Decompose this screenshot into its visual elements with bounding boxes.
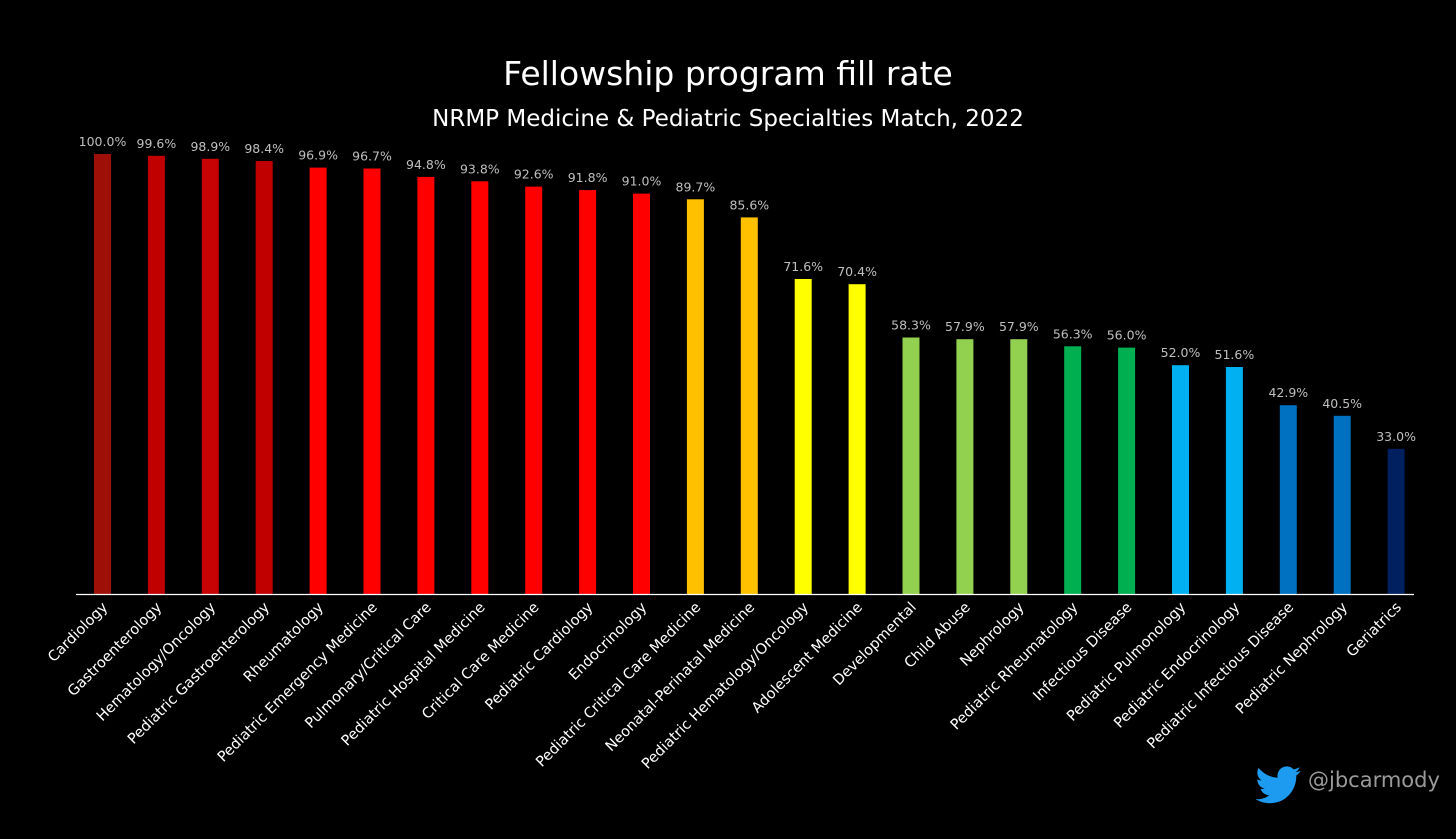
value-label-pediatric-gastroenterology: 98.4% [244, 141, 284, 156]
bar-rheumatology [309, 167, 327, 594]
value-label-pediatric-hematology-oncology: 71.6% [783, 259, 823, 274]
bar-pediatric-hospital-medicine [471, 181, 489, 595]
value-label-developmental: 58.3% [891, 318, 931, 333]
bar-pediatric-infectious-disease [1279, 405, 1297, 594]
value-label-pediatric-emergency-medicine: 96.7% [352, 149, 392, 164]
category-label-pediatric-nephrology: Pediatric Nephrology [1233, 599, 1351, 717]
bar-pediatric-rheumatology [1064, 346, 1082, 594]
chart-subtitle: NRMP Medicine & Pediatric Specialties Ma… [432, 106, 1024, 132]
bar-pediatric-pulmonology [1172, 365, 1189, 594]
bar-developmental [902, 337, 920, 594]
twitter-bird-icon [1255, 766, 1301, 804]
category-label-pediatric-cardiology: Pediatric Cardiology [483, 599, 597, 713]
value-label-geriatrics: 33.0% [1376, 429, 1416, 444]
value-label-pediatric-rheumatology: 56.3% [1053, 326, 1093, 341]
value-label-pediatric-cardiology: 91.8% [568, 170, 608, 185]
bar-pediatric-endocrinology [1225, 367, 1243, 594]
bar-pediatric-cardiology [579, 190, 597, 594]
value-label-pediatric-infectious-disease: 42.9% [1268, 385, 1308, 400]
value-label-child-abuse: 57.9% [945, 319, 985, 334]
value-label-endocrinology: 91.0% [622, 174, 662, 189]
bar-gastroenterology [147, 155, 165, 595]
value-label-infectious-disease: 56.0% [1107, 328, 1147, 343]
value-label-gastroenterology: 99.6% [137, 136, 177, 151]
bar-endocrinology [633, 193, 650, 594]
bar-pediatric-critical-care-medicine [686, 199, 704, 595]
value-label-cardiology: 100.0% [79, 134, 127, 149]
bar-pediatric-nephrology [1333, 415, 1351, 594]
category-label-geriatrics: Geriatrics [1344, 600, 1405, 661]
bar-geriatrics [1387, 448, 1405, 594]
bar-neonatal-perinatal-medicine [740, 217, 758, 594]
value-label-rheumatology: 96.9% [298, 148, 338, 163]
bar-pediatric-gastroenterology [255, 161, 273, 594]
bar-adolescent-medicine [848, 284, 866, 594]
bar-child-abuse [956, 339, 974, 594]
value-label-pediatric-pulmonology: 52.0% [1161, 345, 1201, 360]
category-label-gastroenterology: Gastroenterology [65, 599, 166, 700]
value-label-critical-care-medicine: 92.6% [514, 167, 554, 182]
bar-pulmonary-critical-care [417, 176, 435, 594]
value-label-neonatal-perinatal-medicine: 85.6% [729, 197, 769, 212]
value-label-pulmonary-critical-care: 94.8% [406, 157, 446, 172]
bar-cardiology [94, 154, 111, 594]
watermark: @jbcarmody [1255, 766, 1440, 804]
bars-group [94, 154, 1405, 595]
value-label-pediatric-critical-care-medicine: 89.7% [676, 179, 716, 194]
category-labels-group: CardiologyGastroenterologyHematology/Onc… [45, 599, 1405, 772]
bar-hematology-oncology [201, 158, 219, 595]
value-label-pediatric-nephrology: 40.5% [1322, 396, 1362, 411]
twitter-handle: @jbcarmody [1308, 768, 1440, 792]
value-label-nephrology: 57.9% [999, 319, 1039, 334]
category-label-infectious-disease: Infectious Disease [1030, 599, 1135, 704]
bar-nephrology [1010, 339, 1028, 594]
chart-title: Fellowship program fill rate [503, 54, 953, 93]
bar-infectious-disease [1118, 347, 1136, 594]
value-labels-group: 100.0% 99.6% 98.9% 98.4% 96.9% 96.7% 94.8% 93.8… [79, 134, 1416, 444]
bar-pediatric-hematology-oncology [794, 279, 812, 594]
bar-pediatric-emergency-medicine [363, 168, 381, 594]
value-label-hematology-oncology: 98.9% [190, 139, 230, 154]
value-label-pediatric-hospital-medicine: 93.8% [460, 161, 500, 176]
value-label-pediatric-endocrinology: 51.6% [1215, 347, 1255, 362]
bar-critical-care-medicine [525, 186, 543, 594]
value-label-adolescent-medicine: 70.4% [837, 264, 877, 279]
category-label-adolescent-medicine: Adolescent Medicine [749, 599, 866, 716]
